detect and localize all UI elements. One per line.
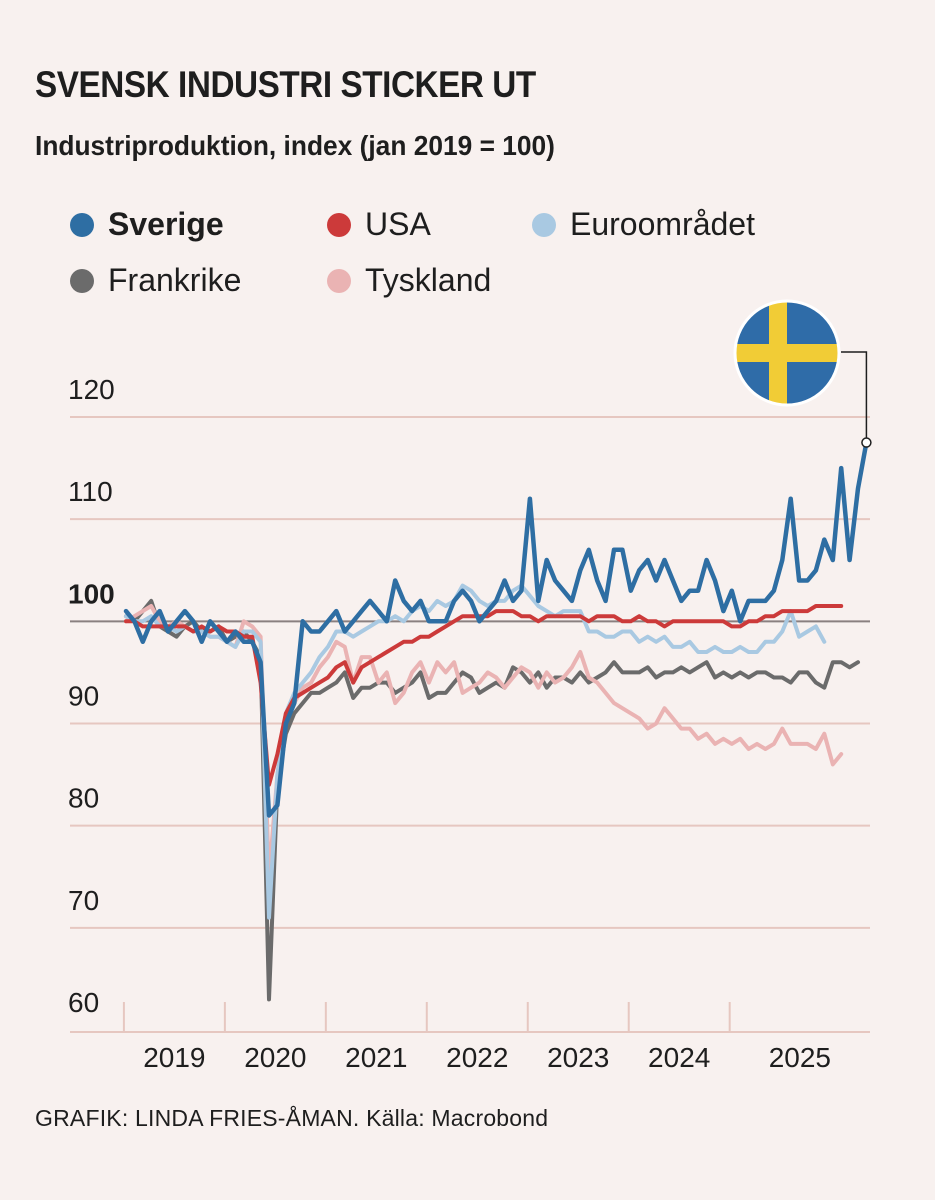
callout-leader-line	[841, 351, 868, 438]
x-tick-label-2024: 2024	[648, 1042, 710, 1073]
x-tick-label-2020: 2020	[244, 1042, 306, 1073]
y-axis-ticks: 60 70 80 90 100 110 120	[68, 374, 115, 1018]
y-tick-label-90: 90	[68, 681, 99, 712]
y-tick-label-110: 110	[68, 476, 113, 507]
legend-item-frankrike: Frankrike	[70, 262, 241, 299]
y-tick-label-120: 120	[68, 374, 115, 405]
legend-swatch-usa	[327, 212, 351, 237]
sweden-flag-icon	[733, 299, 841, 407]
x-tick-label-2025: 2025	[769, 1042, 831, 1073]
y-tick-label-80: 80	[68, 783, 99, 814]
sverige-callout	[841, 351, 872, 448]
chart-title: SVENSK INDUSTRI STICKER UT	[35, 64, 536, 105]
x-tick-label-2021: 2021	[345, 1042, 407, 1073]
chart-subtitle: Industriproduktion, index (jan 2019 = 10…	[35, 130, 555, 161]
legend-swatch-sverige	[70, 212, 94, 237]
legend-item-tyskland: Tyskland	[327, 262, 491, 299]
series-line-frankrike	[124, 598, 860, 1002]
x-axis-ticks: 2019 2020 2021 2022 2023 2024 2025	[122, 1002, 831, 1073]
series-lines	[123, 440, 869, 1002]
legend-swatch-tyskland	[327, 268, 351, 293]
legend-label-frankrike: Frankrike	[108, 262, 242, 298]
legend-label-euroomradet: Euroområdet	[570, 206, 755, 242]
source-credit: GRAFIK: LINDA FRIES-ÅMAN. Källa: Macrobo…	[35, 1105, 549, 1131]
sverige-endpoint-marker	[861, 437, 872, 448]
legend-label-usa: USA	[365, 206, 431, 242]
legend-item-euroomradet: Euroområdet	[532, 206, 755, 243]
legend-item-sverige: Sverige	[70, 206, 224, 243]
y-tick-label-60: 60	[68, 987, 99, 1018]
gridlines	[70, 416, 870, 1033]
y-tick-label-100: 100	[68, 578, 115, 609]
legend-swatch-euroomradet	[532, 212, 556, 237]
legend-item-usa: USA	[327, 206, 431, 243]
series-line-tyskland	[124, 604, 844, 879]
x-tick-label-2022: 2022	[446, 1042, 508, 1073]
series-line-sverige	[123, 440, 869, 818]
x-tick-label-2019: 2019	[143, 1042, 205, 1073]
legend-label-sverige: Sverige	[108, 206, 224, 242]
y-tick-label-70: 70	[68, 885, 99, 916]
legend-label-tyskland: Tyskland	[365, 262, 492, 298]
legend-swatch-frankrike	[70, 268, 94, 293]
x-tick-label-2023: 2023	[547, 1042, 609, 1073]
